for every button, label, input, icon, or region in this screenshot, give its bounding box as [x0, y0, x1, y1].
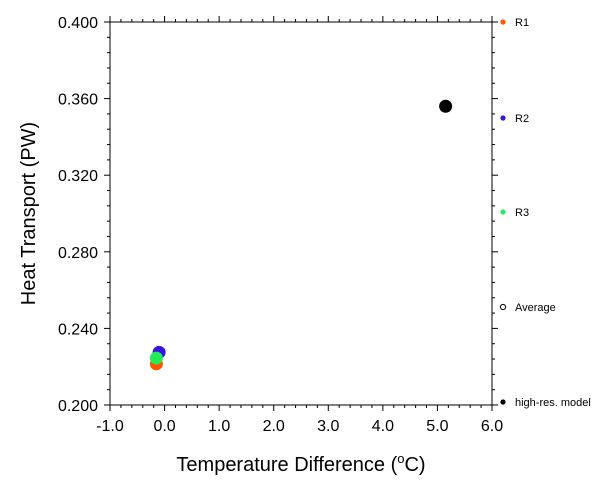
- y-axis-title: Heat Transport (PW): [18, 122, 40, 305]
- y-tick-label: 0.280: [58, 245, 98, 262]
- x-tick-label: 0.0: [153, 418, 175, 435]
- x-tick-label: 4.0: [372, 418, 394, 435]
- y-tick-label: 0.400: [58, 15, 98, 32]
- y-tick-label: 0.240: [58, 321, 98, 338]
- x-tick-label: 1.0: [208, 418, 230, 435]
- y-tick-label: 0.360: [58, 92, 98, 109]
- x-axis-title: Temperature Difference (oC): [176, 451, 425, 476]
- legend: R1 R2 R3 Average high-res. model: [499, 17, 591, 409]
- x-tick-label: 5.0: [426, 418, 448, 435]
- x-axis-title-main: Temperature Difference (: [176, 454, 397, 476]
- legend-marker-r1: [500, 19, 506, 25]
- legend-label-r3: R3: [515, 207, 529, 219]
- legend-marker-average: [499, 303, 507, 311]
- legend-label-r1: R1: [515, 17, 529, 29]
- legend-label-r2: R2: [515, 113, 529, 125]
- x-tick-label: 3.0: [317, 418, 339, 435]
- data-point-r3: [149, 351, 163, 365]
- x-tick-label: 6.0: [481, 418, 503, 435]
- axis-tick-labels: -1.0 0.0 1.0 2.0 3.0 4.0 5.0 6.0 0.200 0.240 0.280…: [58, 15, 503, 435]
- legend-label-high-res-model: high-res. model: [515, 397, 591, 409]
- x-tick-label: -1.0: [96, 418, 124, 435]
- legend-marker-high-res-model: [500, 399, 506, 405]
- y-tick-label: 0.320: [58, 168, 98, 185]
- data-points: [149, 99, 453, 371]
- data-point-high-res-model: [439, 99, 453, 113]
- plot-area-frame: [109, 21, 493, 406]
- legend-marker-r3: [500, 209, 506, 215]
- x-tick-label: 2.0: [263, 418, 285, 435]
- y-tick-label: 0.200: [58, 398, 98, 415]
- x-axis-title-superscript: o: [397, 451, 404, 466]
- legend-marker-r2: [500, 115, 506, 121]
- x-axis-title-unit: C): [404, 454, 425, 476]
- legend-label-average: Average: [515, 302, 556, 314]
